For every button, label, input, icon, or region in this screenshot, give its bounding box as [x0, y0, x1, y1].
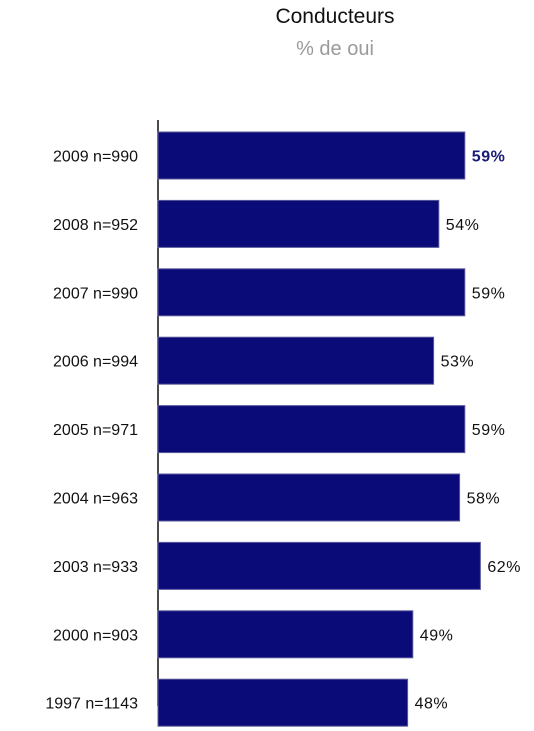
value-label-4: 59%	[472, 422, 506, 439]
value-label-2: 59%	[472, 285, 506, 302]
value-label-1: 54%	[446, 217, 480, 234]
category-label-4: 2005 n=971	[53, 422, 138, 439]
value-label-3: 53%	[441, 354, 475, 371]
bar-7	[157, 610, 414, 659]
bar-3	[157, 336, 435, 385]
category-label-8: 1997 n=1143	[45, 696, 138, 713]
chart-title: Conducteurs	[275, 5, 395, 28]
value-label-7: 49%	[420, 627, 454, 644]
value-label-8: 48%	[415, 696, 449, 713]
value-label-5: 58%	[467, 491, 501, 508]
category-label-6: 2003 n=933	[53, 559, 138, 576]
bar-1	[157, 199, 440, 248]
category-label-7: 2000 n=903	[53, 627, 138, 644]
category-label-5: 2004 n=963	[53, 491, 138, 508]
value-label-6: 62%	[487, 559, 521, 576]
bar-8	[157, 678, 409, 727]
chart-subtitle: % de oui	[296, 38, 374, 60]
bar-5	[157, 473, 461, 522]
bar-6	[157, 541, 481, 590]
bar-0	[157, 131, 466, 180]
category-label-2: 2007 n=990	[53, 285, 138, 302]
category-label-1: 2008 n=952	[53, 217, 138, 234]
bar-4	[157, 405, 466, 454]
bar-2	[157, 268, 466, 317]
category-label-0: 2009 n=990	[53, 149, 138, 166]
category-label-3: 2006 n=994	[53, 354, 138, 371]
value-label-0: 59%	[472, 149, 506, 166]
